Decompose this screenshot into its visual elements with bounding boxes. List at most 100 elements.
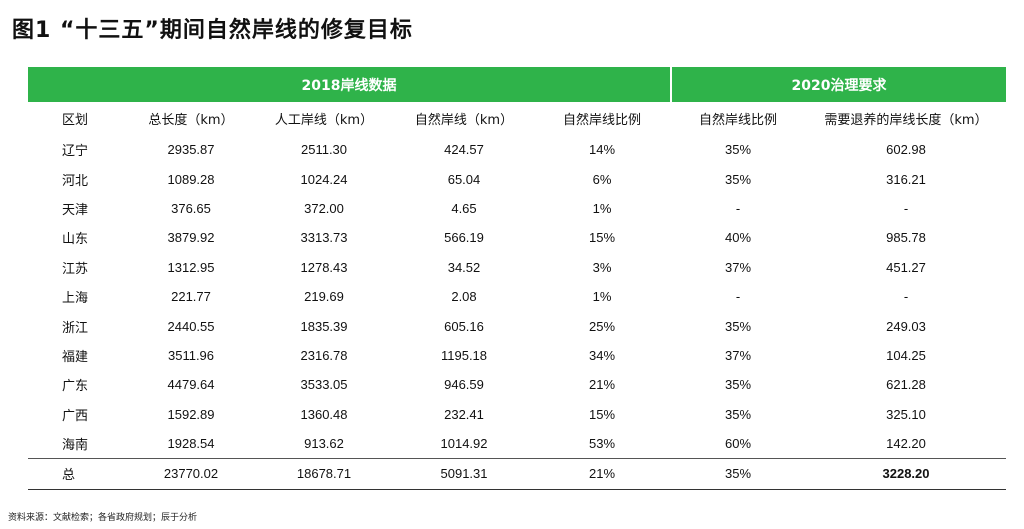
table-cell: 60% [724, 436, 752, 452]
table-cell: 3% [592, 259, 612, 275]
table-cell: 35% [724, 171, 752, 187]
table-cell: 15% [588, 230, 616, 246]
table-row: 天津 376.65 372.00 4.65 1% - - [28, 194, 1006, 223]
total-cell: 3228.20 [806, 458, 1006, 490]
table-cell: 4479.64 [167, 377, 215, 393]
table-cell: 35% [724, 406, 752, 422]
table-cell: 316.21 [886, 171, 926, 187]
table-row: 广东 4479.64 3533.05 946.59 21% 35% 621.28 [28, 370, 1006, 399]
table-row: 广西 1592.89 1360.48 232.41 15% 35% 325.10 [28, 400, 1006, 429]
table-cell: 1014.92 [440, 436, 488, 452]
table-cell: 25% [588, 318, 616, 334]
region-cell: 海南 [62, 438, 89, 454]
table-cell: 2935.87 [167, 142, 215, 158]
table-cell: 104.25 [886, 347, 926, 363]
table-row: 福建 3511.96 2316.78 1195.18 34% 37% 104.25 [28, 341, 1006, 370]
table-cell: 142.20 [886, 436, 926, 452]
region-cell: 辽宁 [62, 144, 89, 160]
region-cell: 广东 [62, 379, 89, 395]
region-cell: 江苏 [62, 261, 89, 277]
table-row: 海南 1928.54 913.62 1014.92 53% 60% 142.20 [28, 429, 1006, 459]
table-cell: 1592.89 [167, 406, 215, 422]
table-cell: 1024.24 [300, 171, 348, 187]
table-cell: 424.57 [444, 142, 484, 158]
table-cell: 566.19 [444, 230, 484, 246]
region-cell: 广西 [62, 408, 89, 424]
column-header-natural: 自然岸线（km） [414, 113, 514, 128]
table-cell: 372.00 [304, 200, 344, 216]
table-row: 江苏 1312.95 1278.43 34.52 3% 37% 451.27 [28, 253, 1006, 282]
table-cell: 621.28 [886, 377, 926, 393]
table-cell: 1360.48 [300, 406, 348, 422]
total-cell: 21% [534, 458, 670, 490]
table-cell: - [735, 289, 741, 305]
table-cell: 37% [724, 347, 752, 363]
table-cell: 35% [724, 318, 752, 334]
table-cell: 34% [588, 347, 616, 363]
group-header-2020: 2020治理要求 [672, 67, 1006, 102]
table-cell: 1928.54 [167, 436, 215, 452]
total-cell: 5091.31 [394, 458, 534, 490]
region-cell: 浙江 [62, 320, 89, 336]
table-cell: 1195.18 [440, 347, 488, 363]
table-cell: 249.03 [886, 318, 926, 334]
table-cell: 1% [592, 289, 612, 305]
total-cell: 23770.02 [128, 458, 254, 490]
table-cell: 4.65 [451, 200, 477, 216]
table-row: 山东 3879.92 3313.73 566.19 15% 40% 985.78 [28, 223, 1006, 252]
column-header-retreat-length: 需要退养的岸线长度（km） [824, 113, 988, 128]
coastline-table: 2018岸线数据 2020治理要求 区划 总长度（km） 人工岸线（km） 自然… [28, 67, 1006, 490]
table-cell: 219.69 [304, 289, 344, 305]
table-cell: 946.59 [444, 377, 484, 393]
table-cell: 2511.30 [300, 142, 348, 158]
table-row: 浙江 2440.55 1835.39 605.16 25% 35% 249.03 [28, 311, 1006, 340]
table-cell: 376.65 [171, 200, 211, 216]
table-cell: 14% [588, 142, 616, 158]
region-cell: 上海 [62, 291, 89, 307]
table-cell: - [903, 200, 909, 216]
table-row: 河北 1089.28 1024.24 65.04 6% 35% 316.21 [28, 164, 1006, 193]
table-cell: 451.27 [886, 259, 926, 275]
column-header-region: 区划 [62, 113, 89, 128]
group-header-row: 2018岸线数据 2020治理要求 [28, 67, 1006, 102]
table-cell: 1312.95 [167, 259, 215, 275]
region-cell: 山东 [62, 232, 89, 248]
table-cell: 232.41 [444, 406, 484, 422]
table-cell: 2316.78 [300, 347, 348, 363]
table-cell: 325.10 [886, 406, 926, 422]
total-label: 总 [28, 458, 128, 490]
column-header-artificial: 人工岸线（km） [274, 113, 374, 128]
table-cell: 40% [724, 230, 752, 246]
table-cell: 34.52 [447, 259, 481, 275]
figure-title: 图1 “十三五”期间自然岸线的修复目标 [12, 18, 413, 43]
table-cell: 913.62 [304, 436, 344, 452]
region-cell: 天津 [62, 202, 89, 218]
column-header-total-length: 总长度（km） [148, 113, 234, 128]
table-cell: 15% [588, 406, 616, 422]
column-header-row: 区划 总长度（km） 人工岸线（km） 自然岸线（km） 自然岸线比例 自然岸线… [28, 102, 1006, 135]
table-cell: 1089.28 [167, 171, 215, 187]
table-row: 辽宁 2935.87 2511.30 424.57 14% 35% 602.98 [28, 135, 1006, 164]
table-cell: 1835.39 [300, 318, 348, 334]
table-cell: 21% [588, 377, 616, 393]
table-cell: 3879.92 [167, 230, 215, 246]
region-cell: 福建 [62, 349, 89, 365]
data-table: 区划 总长度（km） 人工岸线（km） 自然岸线（km） 自然岸线比例 自然岸线… [28, 102, 1006, 490]
table-cell: 53% [588, 436, 616, 452]
column-header-natural-ratio-2018: 自然岸线比例 [562, 113, 641, 128]
table-cell: 35% [724, 377, 752, 393]
table-cell: 3511.96 [167, 347, 215, 363]
table-cell: 2440.55 [167, 318, 215, 334]
table-cell: 3533.05 [300, 377, 348, 393]
table-cell: 6% [592, 171, 612, 187]
total-row: 总 23770.02 18678.71 5091.31 21% 35% 3228… [28, 458, 1006, 490]
column-header-natural-ratio-2020: 自然岸线比例 [698, 113, 777, 128]
total-cell: 35% [670, 458, 806, 490]
table-cell: - [735, 200, 741, 216]
table-cell: 37% [724, 259, 752, 275]
table-cell: 605.16 [444, 318, 484, 334]
group-header-2018: 2018岸线数据 [28, 67, 670, 102]
table-cell: 1% [592, 200, 612, 216]
region-cell: 河北 [62, 173, 89, 189]
group-header-separator [670, 67, 672, 102]
